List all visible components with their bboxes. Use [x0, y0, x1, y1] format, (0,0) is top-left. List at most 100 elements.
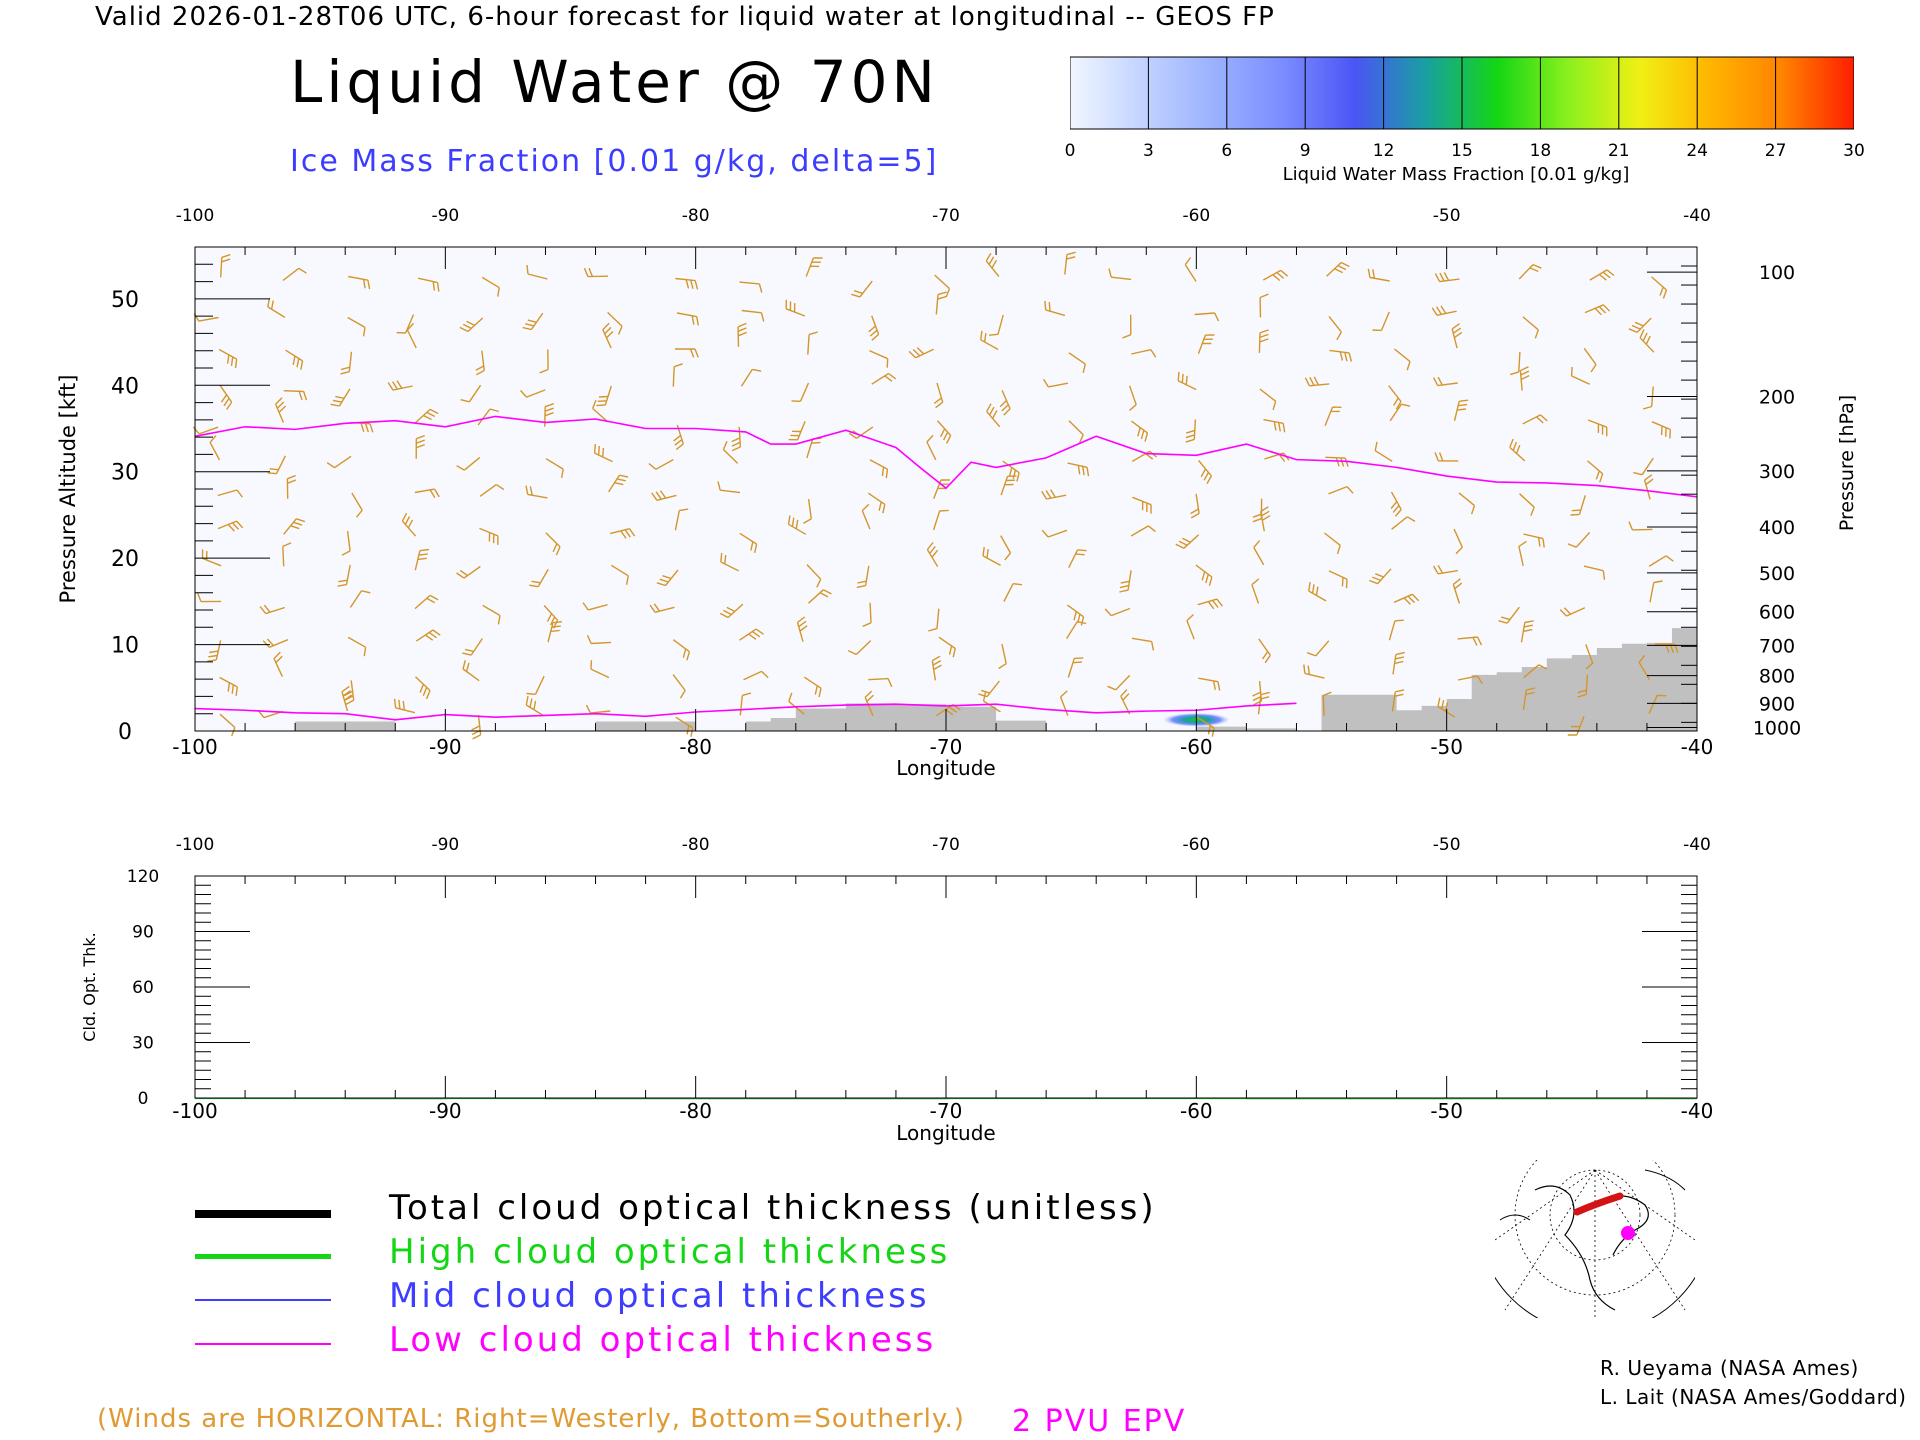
wind-barb — [1519, 366, 1530, 391]
wind-barb — [330, 388, 351, 407]
wind-barb — [989, 314, 1004, 336]
wind-barb — [1130, 420, 1149, 442]
wind-barb — [675, 277, 699, 290]
colorbar-label: Liquid Water Mass Fraction [0.01 g/kg] — [1282, 164, 1630, 185]
wind-barb — [349, 590, 371, 608]
pressure-tick-label: 400 — [1759, 517, 1795, 539]
wind-barb — [326, 455, 352, 469]
wind-barb — [1108, 268, 1132, 281]
wind-barb — [1130, 525, 1156, 537]
wind-barb — [787, 515, 807, 535]
wind-barb — [1369, 568, 1392, 585]
y-tick-label: 20 — [111, 547, 139, 572]
wind-barb — [387, 380, 413, 391]
wind-barb — [1453, 399, 1469, 421]
wind-barb — [805, 257, 823, 277]
header-valid-line: Valid 2026-01-28T06 UTC, 6-hour forecast… — [95, 2, 1275, 32]
pressure-tick-label: 600 — [1759, 602, 1795, 624]
wind-barb — [1184, 257, 1197, 282]
wind-barb — [1324, 406, 1342, 427]
wind-barb — [197, 592, 222, 603]
wind-barb — [396, 314, 415, 334]
x-tick-label-top: -50 — [1433, 835, 1461, 855]
wind-barb — [471, 714, 482, 740]
colorbar-tick-label: 27 — [1764, 141, 1787, 161]
x-axis-label: Longitude — [896, 1121, 995, 1145]
wind-barb — [862, 602, 872, 628]
wind-barb — [1259, 293, 1269, 318]
locator-map-icon — [1495, 1160, 1695, 1318]
wind-barb — [1194, 312, 1220, 322]
wind-barb — [1583, 565, 1606, 580]
wind-barb — [1003, 583, 1023, 602]
wind-barb — [656, 569, 679, 587]
wind-barb — [525, 485, 548, 499]
x-tick-label-top: -90 — [431, 835, 459, 855]
wind-barb — [1002, 460, 1020, 482]
y-axis-label: Pressure Altitude [kft] — [56, 375, 80, 604]
wind-barb — [596, 385, 612, 407]
wind-barb — [1304, 376, 1330, 387]
wind-barb — [1587, 419, 1608, 437]
wind-barb — [1067, 462, 1090, 477]
x-tick-label: -90 — [429, 1099, 462, 1123]
wind-barb — [415, 629, 441, 642]
wind-barb — [1131, 637, 1155, 651]
pressure-tick-label: 300 — [1759, 461, 1795, 483]
wind-barb — [720, 553, 740, 572]
wind-barb — [477, 408, 499, 426]
wind-barb — [1583, 347, 1597, 373]
wind-barb — [273, 651, 284, 677]
wind-barb — [592, 399, 609, 423]
wind-barb — [1328, 570, 1348, 589]
wind-barb — [1518, 263, 1542, 280]
wind-barb — [1195, 564, 1213, 586]
wind-barbs — [192, 251, 1679, 740]
y-axis-label-right: Pressure [hPa] — [1836, 395, 1858, 531]
wind-barb — [807, 331, 818, 355]
x-tick-label-top: -90 — [431, 206, 459, 226]
wind-barb — [525, 695, 544, 717]
wind-barb — [1104, 607, 1131, 617]
wind-barb — [406, 322, 417, 349]
wind-barb — [1328, 485, 1354, 495]
wind-barb — [583, 267, 608, 278]
winds-note: (Winds are HORIZONTAL: Right=Westerly, B… — [97, 1404, 965, 1434]
wind-barb — [1633, 457, 1654, 476]
wind-barb — [1457, 636, 1483, 646]
y-tick-label: 30 — [132, 1034, 154, 1054]
wind-barb — [864, 690, 874, 716]
legend-label-total: Total cloud optical thickness (unitless) — [389, 1188, 1157, 1228]
wind-barb — [998, 643, 1007, 670]
wind-barb — [1252, 681, 1263, 706]
wind-barb — [482, 604, 501, 625]
wind-barb — [1326, 261, 1350, 277]
y-tick-label: 0 — [138, 1089, 149, 1109]
wind-barb — [607, 311, 623, 335]
pressure-tick-label: 500 — [1759, 563, 1795, 585]
wind-barb — [871, 372, 897, 385]
wind-barb — [1651, 421, 1671, 439]
wind-barb — [1643, 474, 1654, 500]
colorbar-tick-label: 18 — [1529, 141, 1552, 161]
wind-barb — [717, 481, 741, 494]
x-tick-label: -60 — [1180, 735, 1213, 759]
wind-barb — [1432, 376, 1458, 387]
wind-barb — [868, 677, 893, 688]
wind-barb — [926, 542, 939, 568]
wind-barb — [417, 277, 440, 292]
wind-barb — [936, 420, 952, 444]
wind-barb — [459, 317, 484, 333]
x-tick-label-top: -60 — [1182, 835, 1210, 855]
colorbar-tick-label: 12 — [1372, 141, 1395, 161]
wind-barb — [1498, 606, 1520, 624]
wind-barb — [344, 680, 355, 706]
wind-barb — [1190, 493, 1200, 519]
wind-barb — [218, 348, 238, 369]
wind-barb — [999, 390, 1011, 416]
y-tick-label: 40 — [111, 374, 139, 399]
wind-barb — [1584, 304, 1611, 316]
wind-barb — [1628, 521, 1653, 531]
page-title: Liquid Water @ 70N — [290, 48, 939, 116]
wind-barb — [414, 594, 439, 610]
